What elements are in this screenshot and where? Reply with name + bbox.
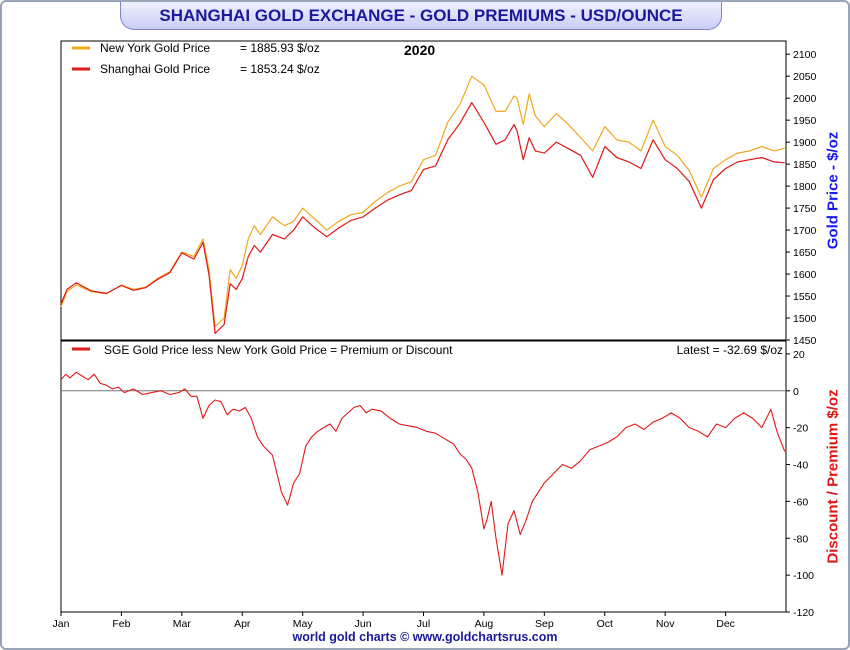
shanghai-price-line xyxy=(60,102,785,334)
price-ytick-label: 1550 xyxy=(793,291,817,303)
price-ytick-label: 1450 xyxy=(793,335,817,347)
price-ytick-label: 1850 xyxy=(793,159,817,171)
x-tick-label: Nov xyxy=(656,618,675,630)
price-ytick-label: 2000 xyxy=(793,93,817,105)
latest-value: Latest = -32.69 $/oz xyxy=(677,343,783,357)
price-ytick-label: 1950 xyxy=(793,115,817,127)
price-ytick-label: 2100 xyxy=(793,49,817,61)
price-ytick-label: 1900 xyxy=(793,137,817,149)
premium-legend-label: SGE Gold Price less New York Gold Price … xyxy=(104,343,453,357)
premium-ytick-label: -60 xyxy=(793,496,808,508)
price-ytick-label: 1600 xyxy=(793,269,817,281)
premium-ytick-label: 20 xyxy=(793,349,805,361)
price-axis-title: Gold Price - $/oz xyxy=(824,131,842,249)
x-tick-label: Jun xyxy=(355,618,372,630)
premium-line xyxy=(60,371,786,576)
premium-ytick-label: -20 xyxy=(793,423,808,435)
premium-ytick-label: -100 xyxy=(793,570,814,582)
legend-value: = 1885.93 $/oz xyxy=(240,41,320,55)
x-tick-label: Oct xyxy=(597,618,613,630)
premium-ytick-label: -120 xyxy=(793,607,814,619)
chart-title: SHANGHAI GOLD EXCHANGE - GOLD PREMIUMS -… xyxy=(120,2,722,30)
x-tick-label: Jul xyxy=(417,618,430,630)
premium-ytick-label: -80 xyxy=(793,533,808,545)
legend-label: New York Gold Price xyxy=(100,41,210,55)
x-tick-label: Mar xyxy=(173,618,192,630)
price-ytick-label: 1750 xyxy=(793,203,817,215)
x-tick-label: Feb xyxy=(112,618,130,630)
year-label: 2020 xyxy=(404,42,435,58)
price-ytick-label: 1650 xyxy=(793,247,817,259)
x-tick-label: Apr xyxy=(234,618,251,630)
x-tick-label: May xyxy=(293,618,314,630)
new-york-price-line xyxy=(60,75,785,328)
premium-axis-title: Discount / Premium $/oz xyxy=(824,388,842,564)
footer-credit: world gold charts © www.goldchartsrus.co… xyxy=(292,630,558,644)
x-tick-label: Aug xyxy=(475,618,494,630)
x-tick-label: Sep xyxy=(535,618,554,630)
premium-ytick-label: 0 xyxy=(793,386,799,398)
price-ytick-label: 2050 xyxy=(793,71,817,83)
premium-panel xyxy=(60,340,787,613)
x-tick-label: Jan xyxy=(53,618,70,630)
premium-ytick-label: -40 xyxy=(793,460,808,472)
price-ytick-label: 1500 xyxy=(793,313,817,325)
price-panel xyxy=(60,40,787,341)
price-ytick-label: 1800 xyxy=(793,181,817,193)
x-tick-label: Dec xyxy=(716,618,735,630)
legend-value: = 1853.24 $/oz xyxy=(240,62,320,76)
price-ytick-label: 1700 xyxy=(793,225,817,237)
legend-label: Shanghai Gold Price xyxy=(100,62,210,76)
